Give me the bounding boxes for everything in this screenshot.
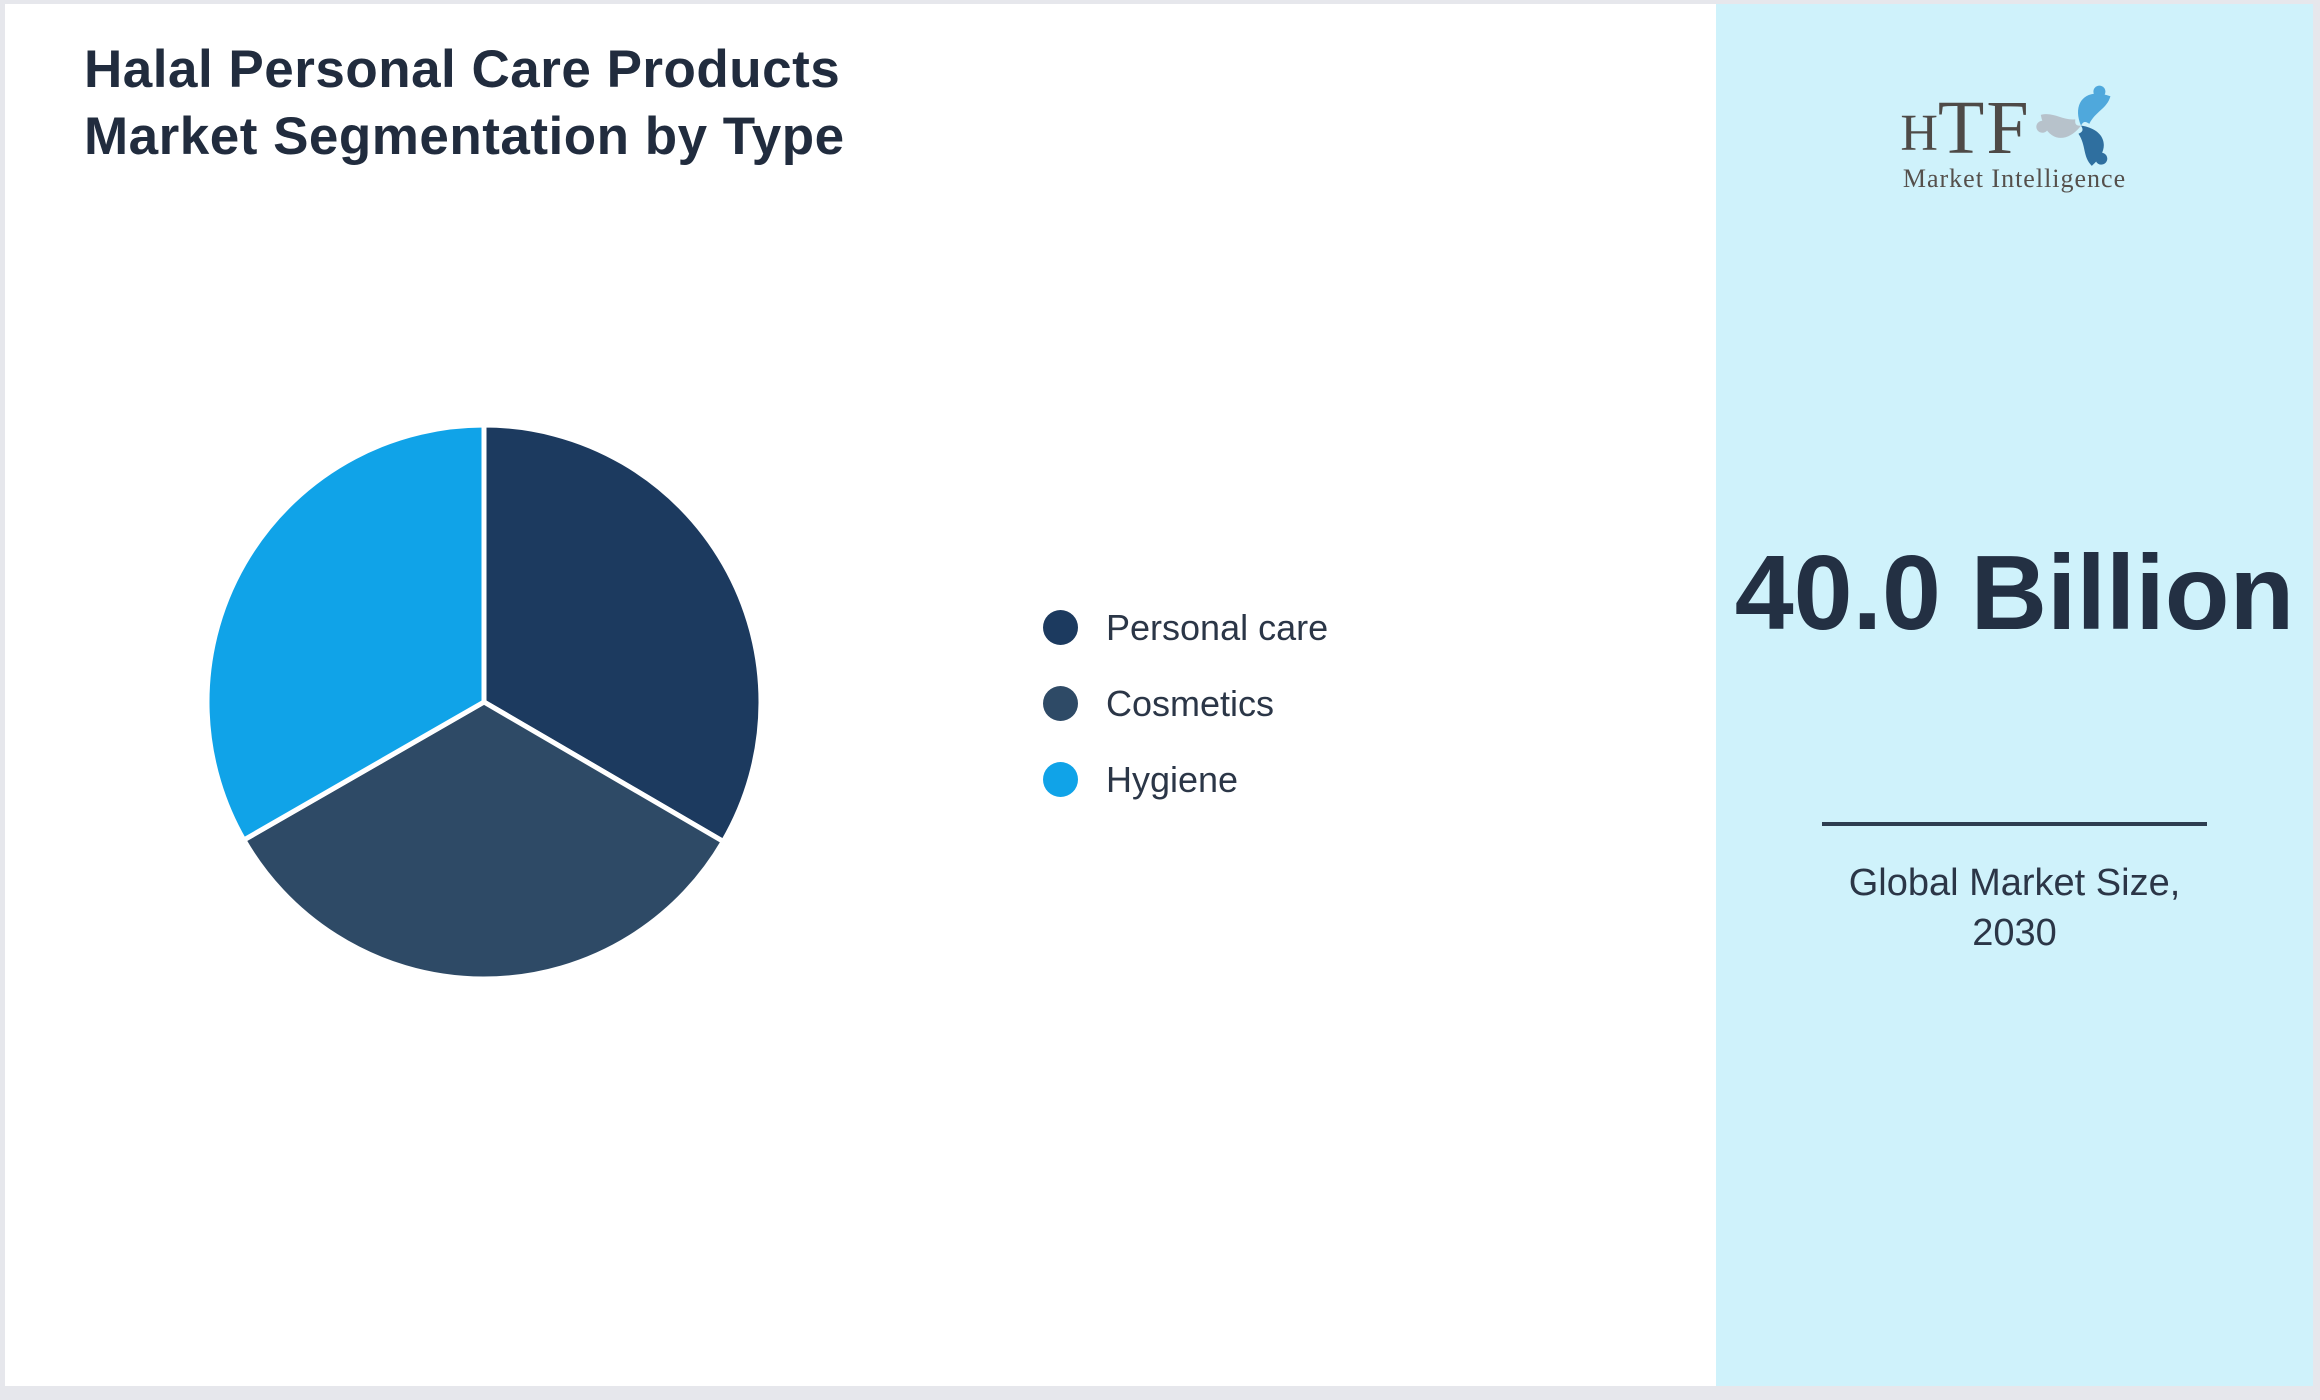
logo-subtext: Market Intelligence: [1902, 164, 2127, 193]
caption-line2: 2030: [1972, 912, 2057, 954]
legend-swatch-cosmetics: [1043, 686, 1078, 721]
sidebar: H TF Market Intel: [1716, 4, 2313, 1386]
pie-chart-svg: [204, 422, 764, 982]
pie-chart: [204, 418, 764, 982]
logo-swirl-icon: [2035, 85, 2111, 166]
legend-item-hygiene: Hygiene: [1043, 759, 1328, 800]
chart-area: Halal Personal Care Products Market Segm…: [5, 4, 1716, 1386]
legend-label-personal-care: Personal care: [1106, 607, 1329, 648]
pie-slice-hygiene: [204, 422, 487, 843]
htf-logo: H TF Market Intel: [1716, 82, 2313, 194]
htf-logo-row: H TF: [1716, 82, 2313, 170]
caption-line1: Global Market Size,: [1848, 862, 2181, 904]
legend-swatch-hygiene: [1043, 762, 1078, 797]
chart-title: Halal Personal Care Products Market Segm…: [84, 36, 845, 170]
divider-line: [1822, 822, 2207, 826]
chart-title-line2: Market Segmentation by Type: [84, 107, 845, 166]
logo-letters-tf: TF: [1937, 86, 2031, 170]
legend-swatch-personal-care: [1043, 610, 1078, 645]
legend-label-cosmetics: Cosmetics: [1106, 683, 1275, 724]
chart-title-line1: Halal Personal Care Products: [84, 40, 841, 99]
market-size-caption: Global Market Size, 2030: [1716, 858, 2313, 958]
infographic-frame: Halal Personal Care Products Market Segm…: [5, 4, 2313, 1386]
legend-label-hygiene: Hygiene: [1106, 759, 1239, 800]
legend-item-cosmetics: Cosmetics: [1043, 683, 1328, 724]
pie-slice-personal-care: [481, 422, 764, 844]
logo-letter-h: H: [1900, 105, 1938, 162]
legend-item-personal-care: Personal care: [1043, 607, 1329, 648]
market-size-value: 40.0 Billion: [1734, 534, 2295, 652]
legend: Personal care Cosmetics Hygiene: [1043, 607, 1329, 800]
